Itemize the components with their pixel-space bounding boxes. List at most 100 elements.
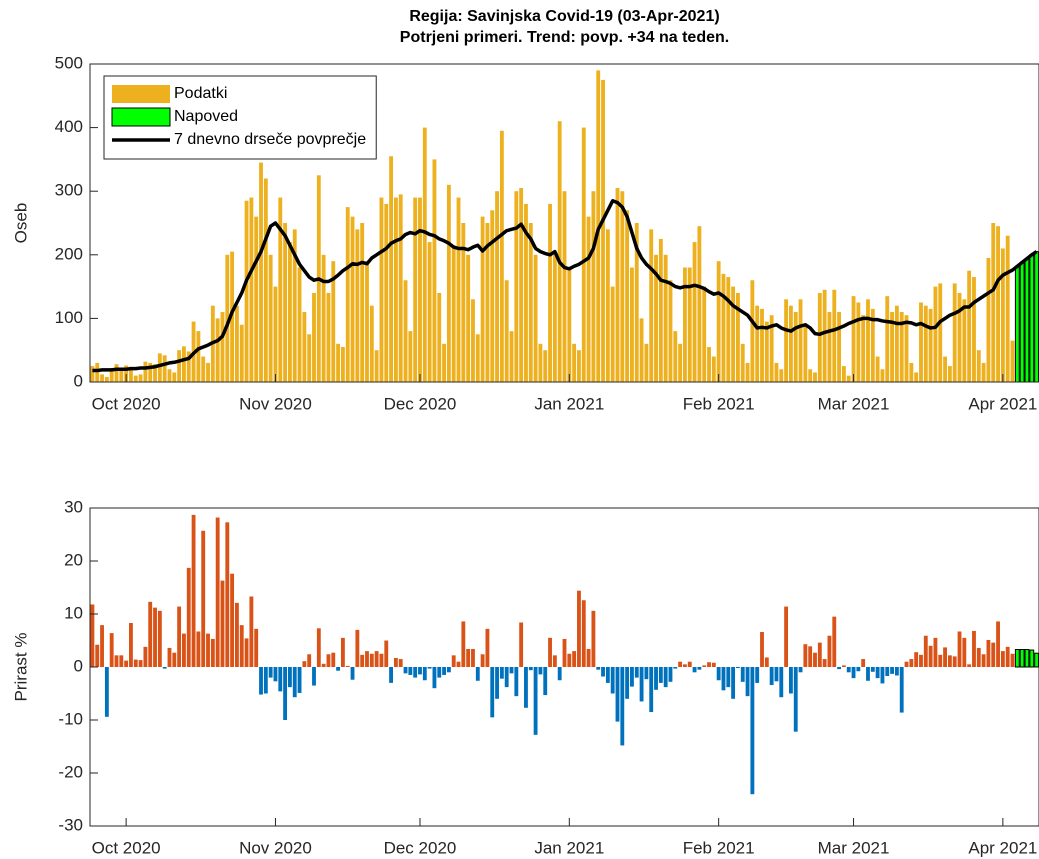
bar [870,308,875,382]
bar [268,667,273,678]
bar [133,375,138,382]
bar [437,292,442,382]
bar [760,632,764,667]
bar [326,292,331,382]
bar [167,647,172,667]
bar [413,197,418,382]
bar [100,374,104,382]
bar [230,573,235,667]
bar [225,254,230,382]
bar [124,365,129,382]
bar [827,312,832,382]
bar [649,667,654,713]
bar [196,331,201,382]
bar [239,625,244,667]
bar [851,667,856,679]
bar [340,347,345,382]
bar [249,197,254,382]
x-tick-label: Jan 2021 [534,394,604,413]
bar [162,667,167,669]
bar [384,203,389,382]
bar [943,647,947,667]
bar [514,191,519,382]
bar [186,567,191,667]
y-tick-label: 30 [64,497,83,516]
bar [996,621,1000,667]
bar [678,343,683,382]
bar [220,580,225,667]
bar [919,302,923,382]
bar [442,343,446,382]
bar [427,242,432,382]
bar [774,667,779,682]
bar [302,661,307,667]
bar [880,667,885,684]
x-tick-label: Nov 2020 [239,394,312,413]
bar [702,665,707,667]
bar [432,667,437,689]
bar [480,216,485,382]
bar [861,659,866,667]
bar [668,667,673,682]
bar [760,308,764,382]
x-tick-label: Oct 2020 [92,394,161,413]
bar [504,667,509,688]
y-tick-label: -30 [58,815,83,834]
bar [249,596,254,667]
bar [673,331,678,382]
bar [861,315,866,382]
bar [610,667,615,694]
bar [321,254,326,382]
bar [673,667,678,669]
bar [866,299,870,382]
y-axis-label: Prirast % [11,633,30,702]
bar [456,661,461,667]
y-tick-label: 300 [55,181,83,200]
bar [259,667,263,695]
bar [630,267,634,382]
bar [837,667,842,670]
bar [90,366,95,382]
bar [567,653,572,667]
x-tick-label: Feb 2021 [683,838,755,857]
bar [129,366,133,382]
bar [793,312,798,382]
bar [138,660,143,667]
bar [466,648,471,667]
bar [784,299,789,382]
bar [287,667,292,688]
bar [822,289,827,382]
bar [307,334,312,382]
bar [923,305,928,382]
bar [803,324,808,382]
bar [928,645,933,667]
bar [726,277,731,382]
bar [360,654,365,667]
bar [634,667,639,678]
bar [148,601,153,667]
bar [446,184,451,382]
bar [822,659,827,667]
bar [745,362,750,382]
bar [413,667,418,678]
bar [263,667,268,694]
y-tick-label: -20 [58,762,83,781]
bar [841,665,846,667]
bar [456,197,461,382]
x-tick-label: Jan 2021 [534,838,604,857]
bar [731,286,736,382]
bar [610,286,615,382]
bar [326,654,331,667]
bar [432,159,437,382]
axes-box [89,63,1039,383]
bar [451,245,456,382]
bar [490,667,495,718]
bar [398,659,403,667]
bar [259,162,263,382]
legend-label: Podatki [174,85,227,102]
bar [972,277,976,382]
bar [1024,649,1030,668]
bar [336,343,341,382]
bar [548,637,552,667]
bar [287,242,292,382]
